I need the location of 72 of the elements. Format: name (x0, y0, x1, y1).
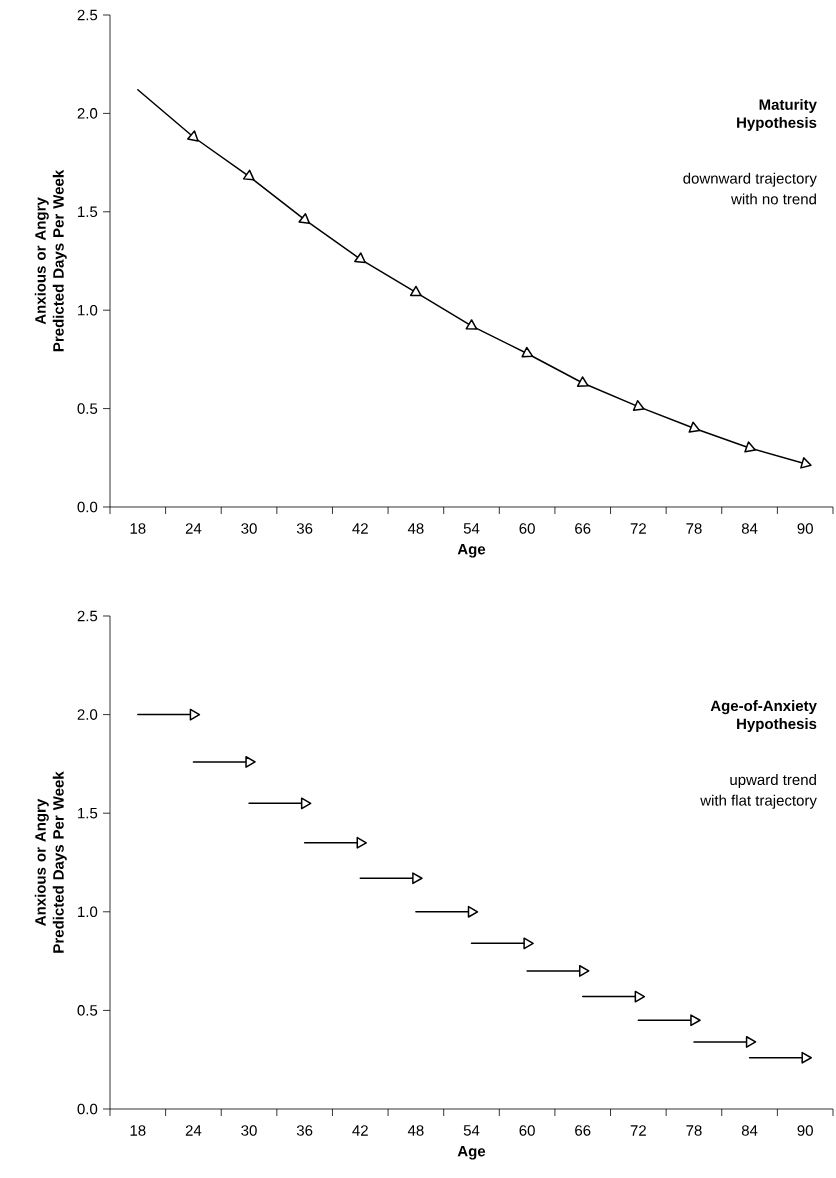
point (744, 441, 756, 453)
text: Age-of-Anxiety Hypothesis (710, 700, 817, 733)
point (356, 836, 368, 849)
x-tick-label: 36 (296, 523, 313, 534)
y-tick-label: 2.0 (77, 709, 98, 720)
x-tick-label: 60 (519, 523, 535, 534)
point (298, 212, 311, 225)
x-tick-label: 72 (630, 523, 646, 534)
annotation: with flat trajectory (700, 794, 817, 809)
annotation: with no trend (731, 193, 816, 205)
point (354, 252, 366, 264)
y-tick-label: 1.5 (78, 206, 98, 218)
x-tick-label: 66 (575, 1125, 591, 1136)
y-tick-label: 1.5 (78, 807, 98, 819)
x-tick-label: 84 (741, 523, 758, 534)
point (189, 708, 201, 721)
y-tick-label: 2.5 (77, 9, 98, 21)
point (745, 1036, 757, 1048)
y-tick-label: 0.0 (77, 501, 98, 513)
x-tick-label: 66 (575, 523, 591, 534)
y-tick-label: 1.0 (78, 304, 98, 316)
x-tick-label: 90 (797, 523, 813, 534)
point (578, 965, 590, 977)
y-axis-title: Anxious or Angry Predicted Days Per Week (34, 771, 67, 953)
point (521, 346, 534, 358)
point (632, 399, 645, 411)
annotation: upward trend (730, 774, 816, 788)
y-tick-label: 2.0 (77, 108, 98, 119)
point (242, 169, 255, 181)
point (801, 1051, 812, 1064)
point (576, 376, 589, 387)
y-tick-label: 2.5 (77, 610, 98, 622)
x-tick-label: 30 (241, 1125, 257, 1136)
point (634, 990, 646, 1003)
x-axis-title: Age (457, 544, 486, 558)
point (409, 285, 422, 297)
x-tick-label: 36 (296, 1125, 313, 1136)
x-tick-label: 18 (130, 1125, 146, 1136)
x-tick-label: 90 (797, 1125, 813, 1136)
point (688, 421, 701, 433)
point (245, 755, 256, 768)
y-tick-label: 1.0 (78, 906, 98, 918)
x-tick-label: 54 (463, 523, 480, 534)
point (467, 905, 479, 918)
point (800, 457, 812, 469)
x-tick-label: 60 (519, 1125, 535, 1136)
x-tick-label: 18 (130, 523, 146, 534)
point (523, 937, 534, 950)
point (187, 130, 199, 142)
x-tick-label: 48 (407, 523, 424, 534)
x-tick-label: 42 (352, 523, 368, 534)
y-tick-label: 0.5 (77, 1005, 98, 1016)
y-axis-title: Anxious or Angry Predicted Days Per Week (34, 169, 67, 352)
x-tick-label: 84 (741, 1125, 758, 1136)
annotation: downward trajectory (683, 172, 817, 187)
point (300, 797, 312, 810)
x-tick-label: 30 (241, 523, 257, 534)
x-tick-label: 72 (630, 1125, 646, 1136)
y-tick-label: 0.0 (77, 1103, 98, 1115)
point (690, 1014, 701, 1027)
x-tick-label: 78 (686, 1125, 702, 1136)
x-tick-label: 24 (185, 523, 202, 534)
point (412, 872, 423, 885)
text: Maturity Hypothesis (737, 98, 817, 131)
x-tick-label: 78 (686, 523, 702, 534)
y-tick-label: 0.5 (77, 403, 98, 414)
x-tick-label: 24 (185, 1125, 202, 1136)
x-axis-title: Age (457, 1146, 486, 1160)
x-tick-label: 42 (352, 1125, 368, 1136)
x-tick-label: 54 (463, 1125, 480, 1136)
x-tick-label: 48 (407, 1125, 424, 1136)
point (465, 319, 478, 330)
